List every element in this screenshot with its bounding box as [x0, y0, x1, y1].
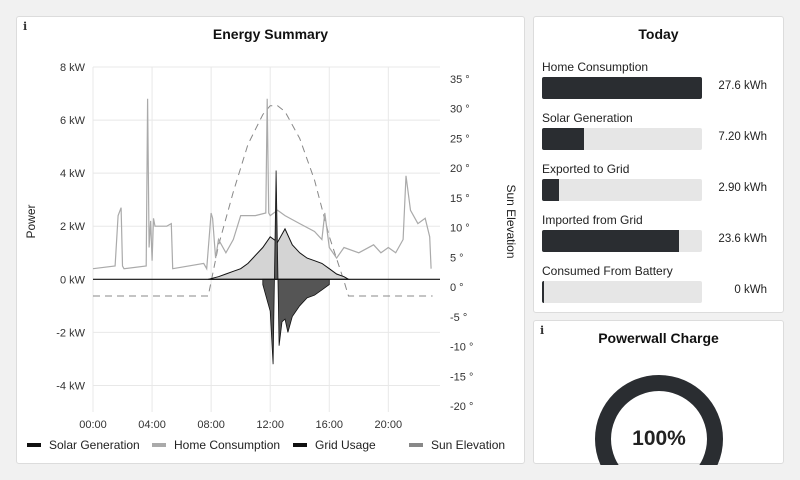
stat-bar: [542, 77, 702, 99]
y2-tick-label: 0 °: [450, 282, 464, 294]
stat-bar: [542, 179, 702, 201]
stat-value: 27.6 kWh: [718, 80, 767, 92]
y-tick-label: 6 kW: [60, 115, 86, 127]
y2-tick-label: 25 °: [450, 133, 470, 145]
series-sun-elevation: [93, 105, 433, 297]
stat-label: Exported to Grid: [542, 162, 630, 176]
x-tick-label: 16:00: [315, 419, 343, 431]
panel-title: Today: [638, 26, 679, 42]
y2-tick-label: -20 °: [450, 401, 473, 413]
legend-label: Grid Usage: [315, 438, 376, 452]
stat-label: Imported from Grid: [542, 213, 643, 227]
legend-swatch: [409, 443, 423, 447]
legend-item[interactable]: Grid Usage: [293, 438, 376, 452]
legend-swatch: [293, 443, 307, 447]
x-tick-label: 20:00: [375, 419, 403, 431]
energy-chart: 8 kW 6 kW 4 kW 2 kW 0 kW -2 kW -4 kW 35 ° 30 ° 25…: [24, 62, 518, 452]
y-tick-label: 0 kW: [60, 274, 86, 286]
stat-label: Home Consumption: [542, 60, 649, 74]
x-tick-label: 00:00: [79, 419, 107, 431]
stat-value: 0 kWh: [734, 284, 767, 296]
legend-label: Sun Elevation: [431, 438, 505, 452]
y2-tick-label: 20 °: [450, 163, 470, 175]
stat-bar-fill: [542, 77, 702, 99]
y2-tick-label: 5 °: [450, 252, 464, 264]
legend-item[interactable]: Solar Generation: [27, 438, 140, 452]
stat-value: 2.90 kWh: [718, 182, 767, 194]
x-tick-label: 08:00: [197, 419, 225, 431]
legend-label: Home Consumption: [174, 438, 280, 452]
y-tick-label: -2 kW: [56, 327, 85, 339]
y2-tick-label: 35 °: [450, 74, 470, 86]
y2-tick-label: 15 °: [450, 193, 470, 205]
series-grid-usage: [262, 170, 330, 365]
legend-swatch: [152, 443, 166, 447]
stat-label: Solar Generation: [542, 111, 633, 125]
x-tick-label: 04:00: [138, 419, 166, 431]
y-tick-label: -4 kW: [56, 380, 85, 392]
stat-label: Consumed From Battery: [542, 264, 673, 278]
y2-axis-label: Sun Elevation: [504, 184, 518, 258]
legend-label: Solar Generation: [49, 438, 140, 452]
stat-value: 7.20 kWh: [718, 131, 767, 143]
y2-tick-label: -5 °: [450, 312, 467, 324]
stat-bar-fill: [542, 179, 559, 201]
y-tick-label: 8 kW: [60, 62, 86, 74]
stat-bar: [542, 128, 702, 150]
today-panel: Today Home Consumption 27.6 kWh Solar Gene…: [533, 16, 784, 313]
info-icon[interactable]: i: [23, 20, 28, 33]
gauge-value: 100%: [632, 427, 686, 450]
stat-bar-fill: [542, 128, 584, 150]
powerwall-panel: i Powerwall Charge 100%: [533, 320, 784, 465]
stat-bar: [542, 281, 702, 303]
legend-swatch: [27, 443, 41, 447]
y-tick-label: 2 kW: [60, 221, 86, 233]
energy-summary-panel: i Energy Summary 8 kW 6 kW 4 kW 2 kW 0 kW -2 …: [16, 16, 525, 464]
panel-title: Powerwall Charge: [598, 330, 719, 346]
legend-item[interactable]: Home Consumption: [152, 438, 280, 452]
stat-bar-fill: [542, 230, 679, 252]
y2-tick-label: 30 °: [450, 104, 470, 116]
series-home-consumption: [92, 98, 432, 271]
y-axis-label: Power: [24, 204, 38, 238]
gauge-fill: [595, 375, 723, 465]
y2-tick-label: -15 °: [450, 371, 473, 383]
legend-item[interactable]: Sun Elevation: [409, 438, 505, 452]
y-tick-label: 4 kW: [60, 168, 86, 180]
series-solar-generation: [208, 227, 351, 280]
stat-bar-fill: [542, 281, 544, 303]
charge-gauge: 100%: [595, 375, 723, 465]
x-tick-label: 12:00: [256, 419, 284, 431]
stat-bar: [542, 230, 702, 252]
y2-tick-label: -10 °: [450, 342, 473, 354]
panel-title: Energy Summary: [212, 26, 329, 42]
info-icon[interactable]: i: [540, 324, 545, 337]
y2-tick-label: 10 °: [450, 223, 470, 235]
stat-value: 23.6 kWh: [718, 233, 767, 245]
